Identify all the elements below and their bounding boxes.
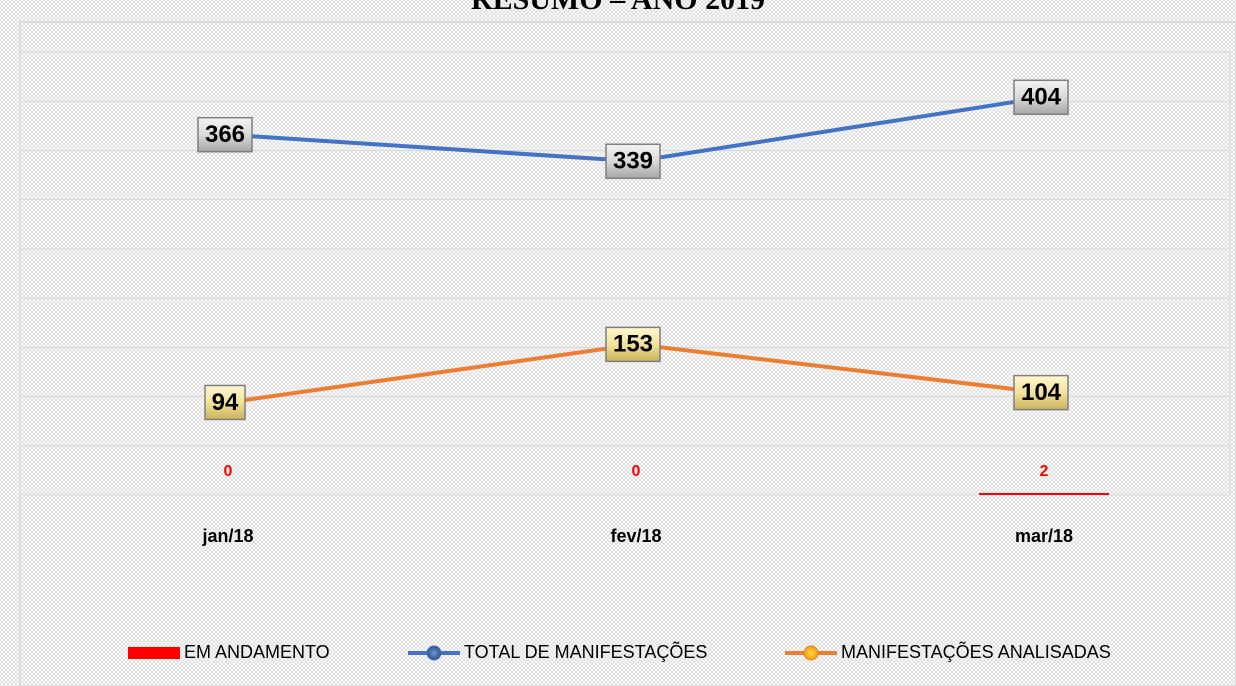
data-label: 339: [613, 148, 653, 175]
data-label: 153: [613, 331, 653, 358]
legend-label: EM ANDAMENTO: [184, 642, 330, 662]
data-label: 366: [205, 121, 245, 148]
data-label-box: [1013, 374, 1069, 411]
data-label-box: [605, 143, 661, 180]
legend-label: MANIFESTAÇÕES ANALISADAS: [841, 641, 1111, 662]
bar: [979, 493, 1109, 495]
data-label: 104: [1021, 379, 1062, 406]
data-label: 404: [1021, 84, 1062, 111]
data-label-box: [204, 384, 246, 421]
x-tick-label: fev/18: [610, 526, 661, 546]
data-label: 2: [1040, 463, 1049, 480]
data-label-box: [197, 116, 253, 153]
legend-swatch: [128, 647, 180, 659]
data-label: 0: [632, 463, 641, 480]
data-label-box: [1013, 79, 1069, 116]
legend-label: TOTAL DE MANIFESTAÇÕES: [464, 641, 707, 662]
data-label: 94: [212, 389, 239, 416]
legend-marker: [803, 645, 819, 661]
legend-marker: [426, 645, 442, 661]
data-label-box: [605, 326, 661, 363]
data-label: 0: [224, 463, 233, 480]
x-tick-label: jan/18: [201, 526, 253, 546]
chart-title: RESUMO – ANO 2019: [471, 0, 765, 16]
x-tick-label: mar/18: [1015, 526, 1073, 546]
